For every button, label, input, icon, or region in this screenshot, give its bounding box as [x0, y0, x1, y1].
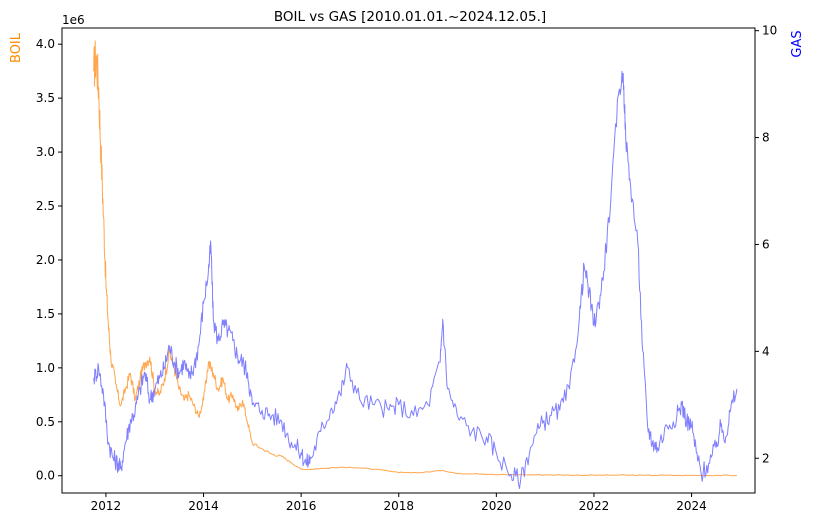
series-line-gas — [93, 70, 738, 489]
right-tick-label: 4 — [762, 344, 770, 358]
x-tick-label: 2024 — [676, 499, 707, 513]
left-tick-label: 4.0 — [36, 37, 55, 51]
right-axis-label: GAS — [790, 30, 805, 57]
series-layer — [93, 40, 738, 489]
right-y-axis: 2 4 6 8 10 — [755, 24, 777, 465]
x-tick-label: 2014 — [188, 499, 219, 513]
right-tick-label: 8 — [762, 131, 770, 145]
right-tick-label: 6 — [762, 237, 770, 251]
left-tick-label: 2.0 — [36, 253, 55, 267]
x-tick-label: 2012 — [91, 499, 122, 513]
left-tick-label: 1.5 — [36, 307, 55, 321]
left-tick-label: 3.0 — [36, 145, 55, 159]
chart-title: BOIL vs GAS [2010.01.01.~2024.12.05.] — [274, 9, 546, 25]
x-tick-label: 2020 — [481, 499, 512, 513]
x-tick-label: 2016 — [286, 499, 317, 513]
left-tick-label: 3.5 — [36, 91, 55, 105]
left-axis-offset-text: 1e6 — [62, 13, 85, 27]
left-tick-label: 1.0 — [36, 361, 55, 375]
right-tick-label: 2 — [762, 451, 770, 465]
x-tick-label: 2018 — [383, 499, 414, 513]
series-line-boil — [93, 40, 737, 477]
left-tick-label: 0.5 — [36, 415, 55, 429]
x-tick-label: 2022 — [579, 499, 610, 513]
left-tick-label: 2.5 — [36, 199, 55, 213]
left-y-axis: 0.0 0.5 1.0 1.5 2.0 2.5 3.0 3.5 4.0 — [36, 37, 62, 483]
left-axis-label: BOIL — [9, 32, 24, 63]
right-tick-label: 10 — [762, 24, 777, 38]
left-tick-label: 0.0 — [36, 469, 55, 483]
plot-frame — [61, 27, 756, 494]
x-axis: 2012 2014 2016 2018 2020 2022 2024 — [91, 493, 707, 513]
